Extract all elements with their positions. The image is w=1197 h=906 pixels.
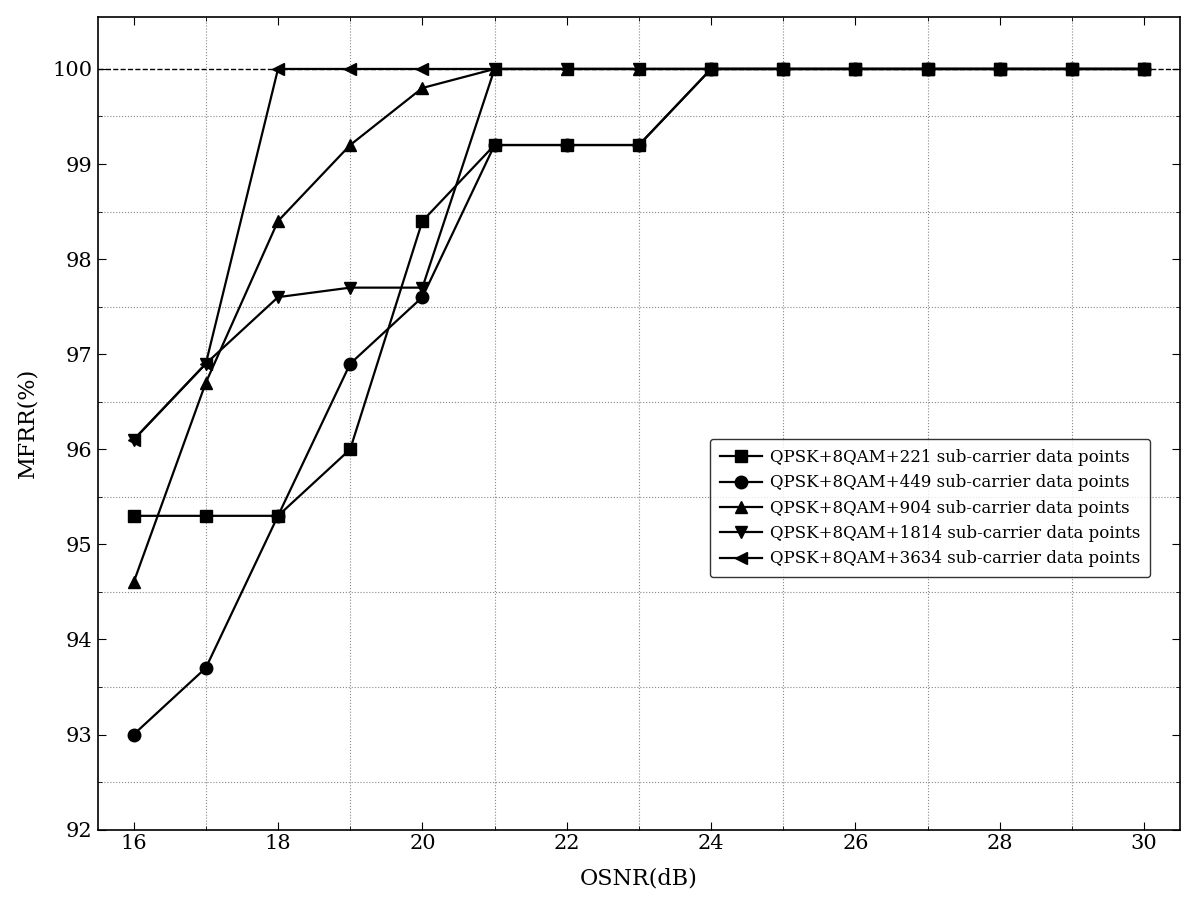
QPSK+8QAM+449 sub-carrier data points [1137, 63, 1152, 74]
QPSK+8QAM+221 sub-carrier data points [632, 140, 646, 150]
QPSK+8QAM+221 sub-carrier data points [344, 444, 358, 455]
Y-axis label: MFRR(%): MFRR(%) [17, 368, 38, 478]
QPSK+8QAM+221 sub-carrier data points [415, 216, 430, 226]
QPSK+8QAM+221 sub-carrier data points [776, 63, 790, 74]
QPSK+8QAM+449 sub-carrier data points [849, 63, 863, 74]
QPSK+8QAM+3634 sub-carrier data points [992, 63, 1007, 74]
QPSK+8QAM+221 sub-carrier data points [704, 63, 718, 74]
QPSK+8QAM+221 sub-carrier data points [127, 510, 141, 521]
QPSK+8QAM+904 sub-carrier data points [776, 63, 790, 74]
QPSK+8QAM+3634 sub-carrier data points [704, 63, 718, 74]
QPSK+8QAM+904 sub-carrier data points [271, 216, 285, 226]
QPSK+8QAM+1814 sub-carrier data points [992, 63, 1007, 74]
Line: QPSK+8QAM+1814 sub-carrier data points: QPSK+8QAM+1814 sub-carrier data points [127, 63, 1150, 446]
QPSK+8QAM+1814 sub-carrier data points [849, 63, 863, 74]
QPSK+8QAM+221 sub-carrier data points [559, 140, 573, 150]
Line: QPSK+8QAM+3634 sub-carrier data points: QPSK+8QAM+3634 sub-carrier data points [127, 63, 1150, 446]
QPSK+8QAM+1814 sub-carrier data points [1137, 63, 1152, 74]
QPSK+8QAM+1814 sub-carrier data points [487, 63, 502, 74]
QPSK+8QAM+3634 sub-carrier data points [127, 434, 141, 445]
QPSK+8QAM+3634 sub-carrier data points [344, 63, 358, 74]
QPSK+8QAM+3634 sub-carrier data points [271, 63, 285, 74]
QPSK+8QAM+449 sub-carrier data points [1065, 63, 1080, 74]
QPSK+8QAM+904 sub-carrier data points [1137, 63, 1152, 74]
QPSK+8QAM+1814 sub-carrier data points [776, 63, 790, 74]
QPSK+8QAM+904 sub-carrier data points [920, 63, 935, 74]
QPSK+8QAM+221 sub-carrier data points [271, 510, 285, 521]
QPSK+8QAM+1814 sub-carrier data points [704, 63, 718, 74]
QPSK+8QAM+1814 sub-carrier data points [415, 282, 430, 293]
QPSK+8QAM+904 sub-carrier data points [415, 82, 430, 93]
X-axis label: OSNR(dB): OSNR(dB) [581, 867, 698, 890]
QPSK+8QAM+904 sub-carrier data points [992, 63, 1007, 74]
QPSK+8QAM+1814 sub-carrier data points [632, 63, 646, 74]
QPSK+8QAM+1814 sub-carrier data points [199, 358, 213, 369]
QPSK+8QAM+1814 sub-carrier data points [920, 63, 935, 74]
QPSK+8QAM+449 sub-carrier data points [559, 140, 573, 150]
QPSK+8QAM+449 sub-carrier data points [344, 358, 358, 369]
QPSK+8QAM+449 sub-carrier data points [199, 662, 213, 673]
QPSK+8QAM+449 sub-carrier data points [920, 63, 935, 74]
QPSK+8QAM+3634 sub-carrier data points [776, 63, 790, 74]
QPSK+8QAM+3634 sub-carrier data points [199, 358, 213, 369]
QPSK+8QAM+904 sub-carrier data points [632, 63, 646, 74]
Line: QPSK+8QAM+449 sub-carrier data points: QPSK+8QAM+449 sub-carrier data points [127, 63, 1150, 741]
Line: QPSK+8QAM+221 sub-carrier data points: QPSK+8QAM+221 sub-carrier data points [127, 63, 1150, 522]
QPSK+8QAM+1814 sub-carrier data points [559, 63, 573, 74]
QPSK+8QAM+1814 sub-carrier data points [127, 434, 141, 445]
QPSK+8QAM+3634 sub-carrier data points [632, 63, 646, 74]
QPSK+8QAM+904 sub-carrier data points [704, 63, 718, 74]
QPSK+8QAM+221 sub-carrier data points [1137, 63, 1152, 74]
QPSK+8QAM+904 sub-carrier data points [487, 63, 502, 74]
QPSK+8QAM+221 sub-carrier data points [487, 140, 502, 150]
QPSK+8QAM+904 sub-carrier data points [127, 577, 141, 588]
QPSK+8QAM+449 sub-carrier data points [704, 63, 718, 74]
QPSK+8QAM+3634 sub-carrier data points [1065, 63, 1080, 74]
QPSK+8QAM+449 sub-carrier data points [127, 729, 141, 740]
Line: QPSK+8QAM+904 sub-carrier data points: QPSK+8QAM+904 sub-carrier data points [127, 63, 1150, 589]
QPSK+8QAM+449 sub-carrier data points [992, 63, 1007, 74]
QPSK+8QAM+3634 sub-carrier data points [415, 63, 430, 74]
QPSK+8QAM+221 sub-carrier data points [849, 63, 863, 74]
QPSK+8QAM+3634 sub-carrier data points [559, 63, 573, 74]
QPSK+8QAM+449 sub-carrier data points [415, 292, 430, 303]
QPSK+8QAM+221 sub-carrier data points [992, 63, 1007, 74]
QPSK+8QAM+3634 sub-carrier data points [849, 63, 863, 74]
QPSK+8QAM+449 sub-carrier data points [487, 140, 502, 150]
Legend: QPSK+8QAM+221 sub-carrier data points, QPSK+8QAM+449 sub-carrier data points, QP: QPSK+8QAM+221 sub-carrier data points, Q… [710, 439, 1150, 577]
QPSK+8QAM+904 sub-carrier data points [199, 377, 213, 388]
QPSK+8QAM+221 sub-carrier data points [199, 510, 213, 521]
QPSK+8QAM+904 sub-carrier data points [1065, 63, 1080, 74]
QPSK+8QAM+449 sub-carrier data points [632, 140, 646, 150]
QPSK+8QAM+1814 sub-carrier data points [271, 292, 285, 303]
QPSK+8QAM+449 sub-carrier data points [271, 510, 285, 521]
QPSK+8QAM+449 sub-carrier data points [776, 63, 790, 74]
QPSK+8QAM+904 sub-carrier data points [559, 63, 573, 74]
QPSK+8QAM+221 sub-carrier data points [1065, 63, 1080, 74]
QPSK+8QAM+221 sub-carrier data points [920, 63, 935, 74]
QPSK+8QAM+904 sub-carrier data points [849, 63, 863, 74]
QPSK+8QAM+1814 sub-carrier data points [344, 282, 358, 293]
QPSK+8QAM+3634 sub-carrier data points [487, 63, 502, 74]
QPSK+8QAM+904 sub-carrier data points [344, 140, 358, 150]
QPSK+8QAM+3634 sub-carrier data points [1137, 63, 1152, 74]
QPSK+8QAM+3634 sub-carrier data points [920, 63, 935, 74]
QPSK+8QAM+1814 sub-carrier data points [1065, 63, 1080, 74]
